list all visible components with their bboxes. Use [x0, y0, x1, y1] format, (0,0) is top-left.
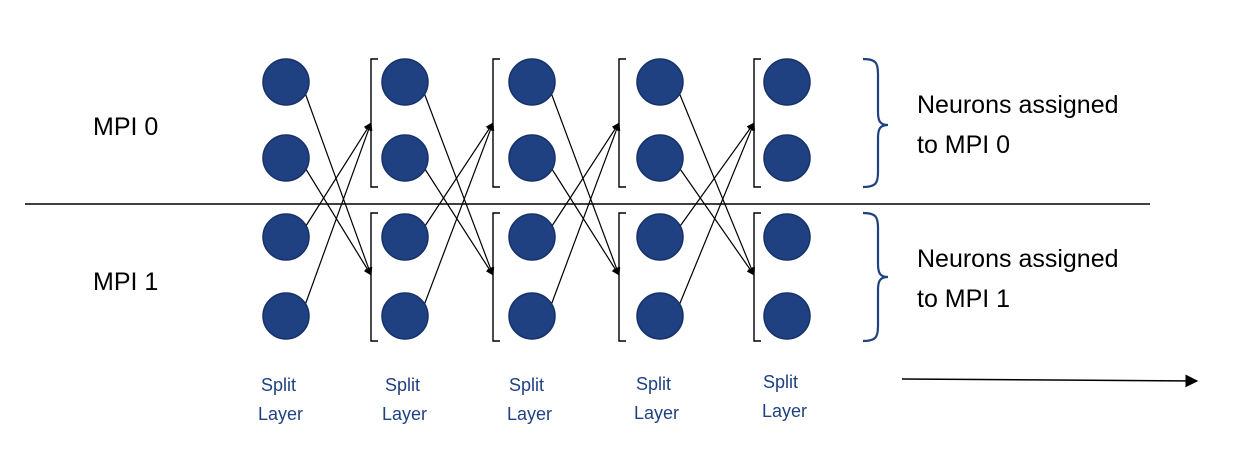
layer-bracket-4-mpi-0: [618, 58, 626, 188]
layer-caption-5: Split Layer: [762, 372, 807, 421]
neuron-l3-n4: [508, 292, 556, 340]
layer-caption-2: Split Layer: [382, 375, 427, 424]
neuron-l5-n1: [763, 58, 811, 106]
connection-l3-n3: [549, 122, 620, 230]
connection-l2-n4: [422, 122, 495, 309]
connection-l1-n3: [303, 122, 372, 230]
layer-caption-4: Split Layer: [634, 374, 679, 423]
neuron-l3-n3: [508, 213, 556, 261]
neuron-l4-n1: [636, 58, 684, 106]
neuron-l5-n3: [763, 213, 811, 261]
neurons: [262, 58, 811, 340]
neuron-l2-n1: [381, 58, 429, 106]
row-label-mpi-1: MPI 1: [93, 268, 158, 296]
neuron-l2-n2: [381, 134, 429, 182]
connection-l4-n3: [677, 122, 755, 230]
connection-l4-n2: [677, 165, 755, 276]
neuron-l2-n4: [381, 292, 429, 340]
neuron-l1-n1: [262, 58, 310, 106]
connection-l3-n4: [549, 122, 621, 309]
connection-l4-n4: [677, 122, 755, 309]
note-mpi-0: Neurons assigned to MPI 0: [917, 91, 1125, 159]
neuron-l1-n2: [262, 134, 310, 182]
connections: [303, 89, 755, 309]
layer-bracket-5-mpi-0: [753, 58, 761, 188]
arrow-right-icon: [901, 374, 1199, 388]
group-brace-mpi-0: [862, 57, 889, 189]
neuron-l1-n4: [262, 292, 310, 340]
layer-bracket-2-mpi-0: [370, 58, 378, 188]
layer-caption-3: Split Layer: [507, 375, 552, 424]
layer-bracket-3-mpi-1: [492, 212, 500, 342]
connection-l2-n2: [422, 165, 494, 276]
layer-caption-1: Split Layer: [258, 375, 303, 424]
connection-l1-n1: [303, 89, 373, 276]
neuron-l5-n2: [763, 134, 811, 182]
group-brace-mpi-1: [862, 211, 889, 343]
neuron-l5-n4: [763, 292, 811, 340]
layer-bracket-3-mpi-0: [492, 58, 500, 188]
layer-bracket-2-mpi-1: [370, 212, 378, 342]
connection-l2-n1: [422, 89, 495, 276]
neuron-l1-n3: [262, 213, 310, 261]
neuron-l4-n4: [636, 292, 684, 340]
connection-l2-n3: [422, 122, 494, 230]
connection-l3-n2: [549, 165, 620, 276]
layer-bracket-4-mpi-1: [618, 212, 626, 342]
connection-l4-n1: [677, 89, 755, 276]
neuron-l3-n2: [508, 134, 556, 182]
connection-l1-n4: [303, 122, 373, 309]
row-label-mpi-0: MPI 0: [93, 113, 158, 141]
layer-bracket-5-mpi-1: [753, 212, 761, 342]
neuron-l4-n2: [636, 134, 684, 182]
connection-l3-n1: [549, 89, 621, 276]
neuron-l4-n3: [636, 213, 684, 261]
layer-captions: Split Layer Split Layer Split Layer Spli…: [258, 372, 807, 424]
note-mpi-1: Neurons assigned to MPI 1: [917, 245, 1125, 313]
neuron-l2-n3: [381, 213, 429, 261]
neuron-l3-n1: [508, 58, 556, 106]
layer-brackets: [370, 58, 761, 342]
connection-l1-n2: [303, 165, 372, 276]
